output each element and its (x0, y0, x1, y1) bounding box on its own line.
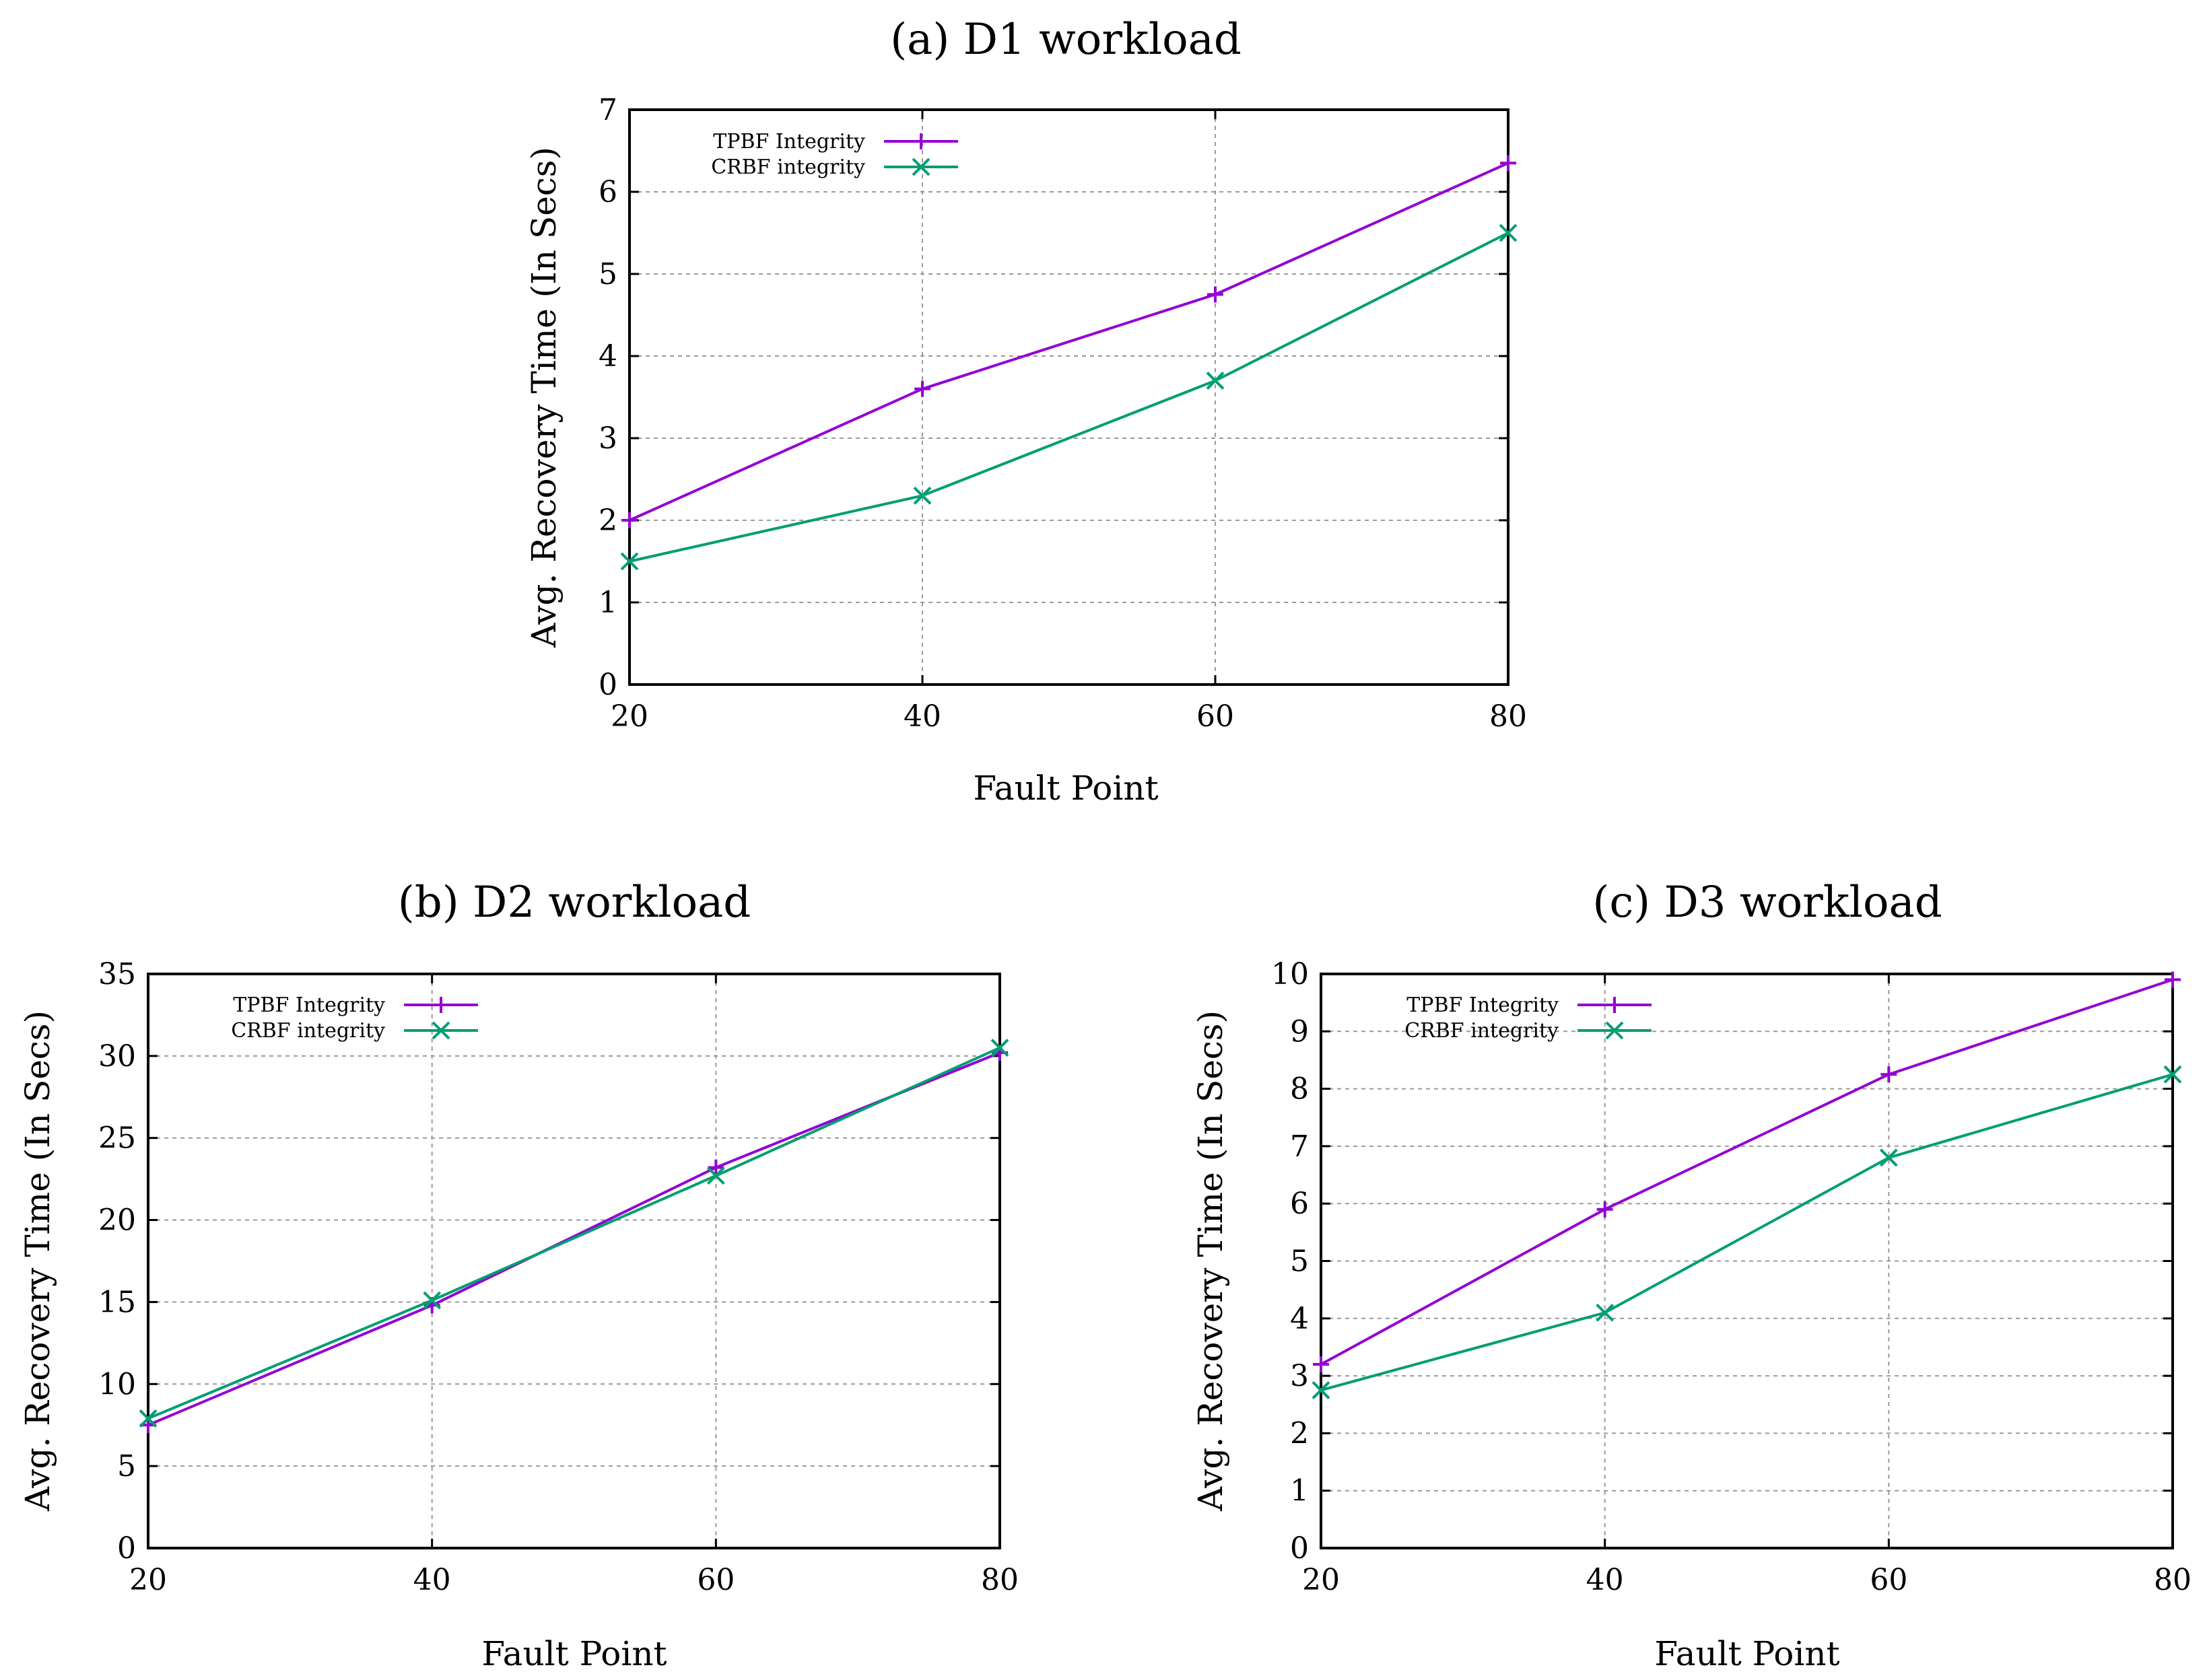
series-line-crbf (1320, 1073, 2173, 1392)
x-tick-label: 80 (2154, 1563, 2192, 1597)
y-tick-label: 25 (98, 1121, 136, 1156)
data-point-crbf (423, 1291, 442, 1310)
data-point-tpbf (621, 512, 638, 528)
y-axis-label: Avg. Recovery Time (In Secs) (524, 147, 564, 648)
y-tick-label: 5 (599, 257, 617, 291)
legend-label-crbf: CRBF integrity (231, 1019, 385, 1043)
data-point-tpbf (708, 1159, 724, 1176)
series-line-tpbf (1320, 978, 2173, 1366)
chart-title: (b) D2 workload (398, 878, 751, 928)
x-axis-label: Fault Point (973, 769, 1158, 808)
legend-label-crbf: CRBF integrity (711, 155, 865, 179)
legend-marker-tpbf (1606, 997, 1623, 1013)
data-point-crbf (1596, 1303, 1615, 1322)
x-axis-label: Fault Point (1654, 1634, 1839, 1673)
legend-label-tpbf: TPBF Integrity (1406, 993, 1559, 1017)
series-line-tpbf (147, 1051, 1000, 1427)
x-axis-label: Fault Point (481, 1634, 667, 1673)
y-tick-label: 7 (1290, 1129, 1309, 1164)
y-tick-label: 6 (1290, 1187, 1309, 1221)
x-tick-label: 80 (981, 1563, 1019, 1597)
y-tick-label: 0 (599, 668, 617, 702)
legend-marker-tpbf (913, 133, 929, 149)
data-point-tpbf (1880, 1066, 1897, 1083)
y-axis-label: Avg. Recovery Time (In Secs) (18, 1010, 57, 1512)
y-tick-label: 4 (599, 339, 617, 374)
y-tick-label: 9 (1290, 1014, 1309, 1049)
y-tick-label: 3 (1290, 1359, 1309, 1393)
data-point-tpbf (1500, 155, 1516, 172)
y-axis-label: Avg. Recovery Time (In Secs) (1191, 1010, 1230, 1512)
data-point-crbf (139, 1409, 158, 1428)
y-tick-label: 10 (1271, 957, 1309, 991)
legend-label-tpbf: TPBF Integrity (233, 993, 385, 1017)
x-tick-label: 40 (904, 699, 941, 734)
data-point-crbf (1312, 1381, 1330, 1399)
series-line-crbf (147, 1046, 1000, 1420)
data-point-tpbf (1313, 1356, 1329, 1373)
data-point-tpbf (2165, 971, 2181, 988)
data-point-tpbf (914, 380, 930, 397)
data-point-crbf (1499, 223, 1518, 242)
data-point-crbf (620, 552, 639, 571)
data-point-tpbf (1207, 286, 1223, 303)
x-tick-label: 40 (1586, 1563, 1624, 1597)
y-tick-label: 1 (1290, 1474, 1309, 1508)
plot-frame (147, 973, 1001, 1549)
chart-d2-workload: (b) D2 workload 0 5 10 15 20 25 30 35 20 40 60 80 T… (18, 878, 1019, 1673)
x-tick-label: 20 (611, 699, 648, 734)
chart-d1-workload: (a) D1 workload 0 1 2 3 4 5 6 7 20 40 60 80 TPBF In… (524, 15, 1527, 808)
legend-marker-tpbf (433, 997, 449, 1013)
y-tick-label: 3 (599, 421, 617, 456)
chart-title: (a) D1 workload (890, 15, 1242, 65)
plot-frame (1320, 973, 2174, 1549)
data-point-tpbf (1596, 1201, 1613, 1218)
y-tick-label: 6 (599, 175, 617, 209)
y-tick-label: 30 (98, 1039, 136, 1074)
y-tick-label: 5 (1290, 1245, 1309, 1279)
legend-marker-crbf (432, 1021, 450, 1040)
y-tick-label: 1 (599, 586, 617, 620)
y-tick-label: 8 (1290, 1072, 1309, 1107)
chart-d3-workload: (c) D3 workload 0 1 2 3 4 5 6 7 8 9 10 20 40 60 80 TPB… (1191, 878, 2192, 1673)
data-point-crbf (1206, 372, 1225, 390)
x-tick-label: 20 (1302, 1563, 1340, 1597)
x-tick-label: 60 (1870, 1563, 1907, 1597)
x-tick-label: 40 (413, 1563, 451, 1597)
data-point-crbf (706, 1166, 725, 1185)
y-tick-label: 10 (98, 1367, 136, 1401)
y-tick-label: 5 (117, 1449, 136, 1483)
x-tick-label: 60 (697, 1563, 735, 1597)
series-line-tpbf (629, 162, 1509, 522)
y-tick-label: 0 (117, 1531, 136, 1566)
y-tick-label: 7 (599, 93, 617, 127)
chart-title: (c) D3 workload (1592, 878, 1942, 928)
legend-marker-crbf (1605, 1021, 1624, 1040)
y-tick-label: 35 (98, 957, 136, 991)
legend-label-tpbf: TPBF Integrity (713, 130, 865, 153)
series-line-crbf (629, 232, 1509, 563)
data-point-crbf (2163, 1065, 2182, 1084)
y-tick-label: 0 (1290, 1531, 1309, 1566)
legend-marker-crbf (912, 158, 930, 176)
data-point-crbf (1879, 1148, 1898, 1167)
x-tick-label: 20 (129, 1563, 167, 1597)
plot-frame (628, 108, 1509, 686)
data-point-crbf (913, 486, 932, 505)
y-tick-label: 20 (98, 1203, 136, 1238)
y-tick-label: 4 (1290, 1302, 1309, 1336)
data-point-crbf (990, 1039, 1009, 1057)
y-tick-label: 2 (1290, 1416, 1309, 1450)
x-tick-label: 80 (1489, 699, 1527, 734)
y-tick-label: 15 (98, 1285, 136, 1319)
x-tick-label: 60 (1196, 699, 1234, 734)
legend-label-crbf: CRBF integrity (1404, 1019, 1559, 1043)
y-tick-label: 2 (599, 503, 617, 538)
